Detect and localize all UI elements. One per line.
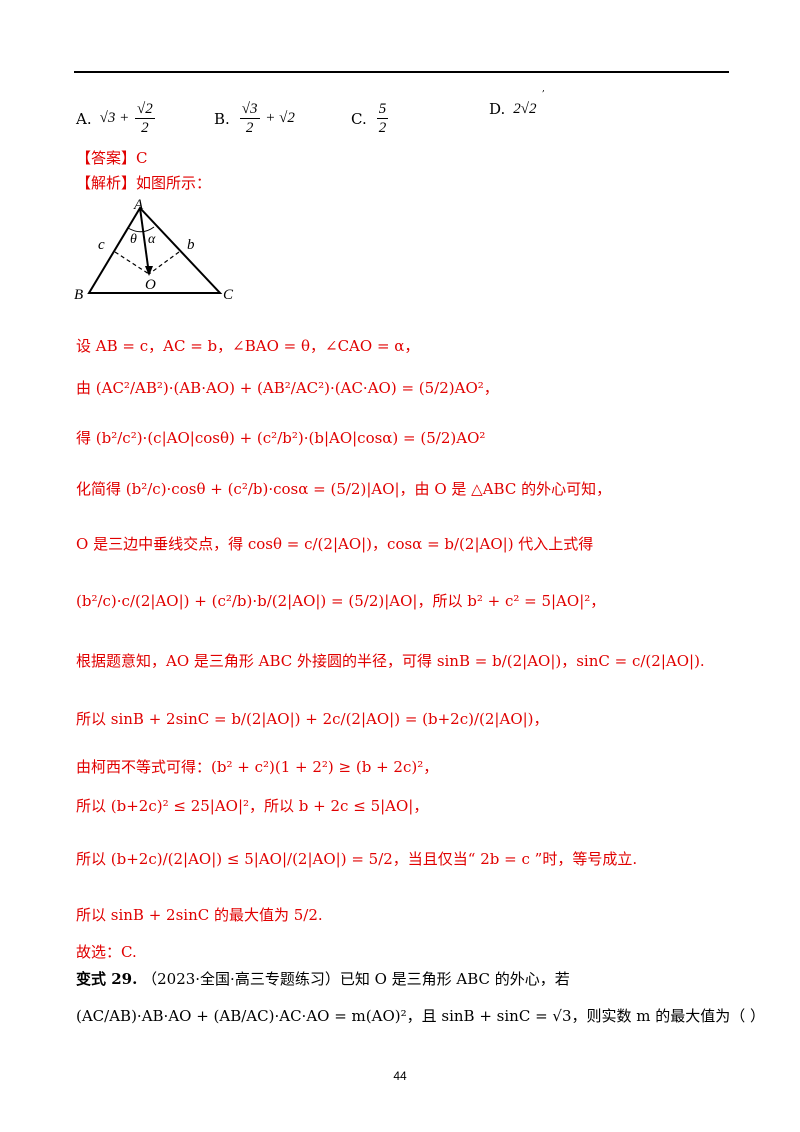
variant-label: 变式 29. [76,970,138,988]
label-c: C [223,287,234,303]
step-11: 所以 (b+2c)/(2|AO|) ≤ 5|AO|/(2|AO|) = 5/2，… [76,850,638,868]
step-10: 所以 (b+2c)² ≤ 25|AO|²，所以 b + 2c ≤ 5|AO|， [76,797,429,815]
step-1: 设 AB = c，AC = b，∠BAO = θ，∠CAO = α， [76,337,420,355]
answer-label: 【答案】C [76,149,148,167]
label-side-c: c [98,237,105,253]
option-a: A. √3 + √2 2 [76,101,155,136]
step-3: 得 (b²/c²)·(c|AO|cosθ) + (c²/b²)·(b|AO|co… [76,429,486,447]
analysis-label: 【解析】如图所示： [76,174,212,192]
option-b: B. √3 2 + √2 [214,101,295,136]
header-rule [74,71,729,73]
step-7: 根据题意知，AO 是三角形 ABC 外接圆的半径，可得 sinB = b/(2|… [76,652,705,670]
variant-text-1: （2023·全国·高三专题练习）已知 O 是三角形 ABC 的外心，若 [142,970,570,988]
step-13: 故选：C. [76,943,137,961]
page-number: 44 [393,1069,407,1083]
variant-line-1: 变式 29. （2023·全国·高三专题练习）已知 O 是三角形 ABC 的外心… [76,968,570,990]
option-d: D. 2√2 [489,100,537,118]
label-side-b: b [187,237,195,253]
step-8: 所以 sinB + 2sinC = b/(2|AO|) + 2c/(2|AO|)… [76,710,549,728]
label-theta: θ [130,232,137,247]
step-6: (b²/c)·c/(2|AO|) + (c²/b)·b/(2|AO|) = (5… [76,592,606,610]
step-9: 由柯西不等式可得：(b² + c²)(1 + 2²) ≥ (b + 2c)²， [76,758,439,776]
variant-line-2: (AC/AB)·AB·AO + (AB/AC)·AC·AO = m(AO)²，且… [76,1007,766,1025]
step-12: 所以 sinB + 2sinC 的最大值为 5/2. [76,906,323,924]
label-a: A [133,197,144,213]
step-5: O 是三边中垂线交点，得 cosθ = c/(2|AO|)，cosα = b/(… [76,535,594,553]
label-o: O [145,277,156,293]
triangle-figure: A B C O c b θ α [74,197,234,303]
step-4: 化简得 (b²/c)·cosθ + (c²/b)·cosα = (5/2)|AO… [76,480,612,498]
step-2: 由 (AC²/AB²)·(AB·AO) + (AB²/AC²)·(AC·AO) … [76,379,499,397]
label-alpha: α [148,232,156,247]
label-b: B [74,287,83,303]
stray-mark: , [542,84,545,94]
